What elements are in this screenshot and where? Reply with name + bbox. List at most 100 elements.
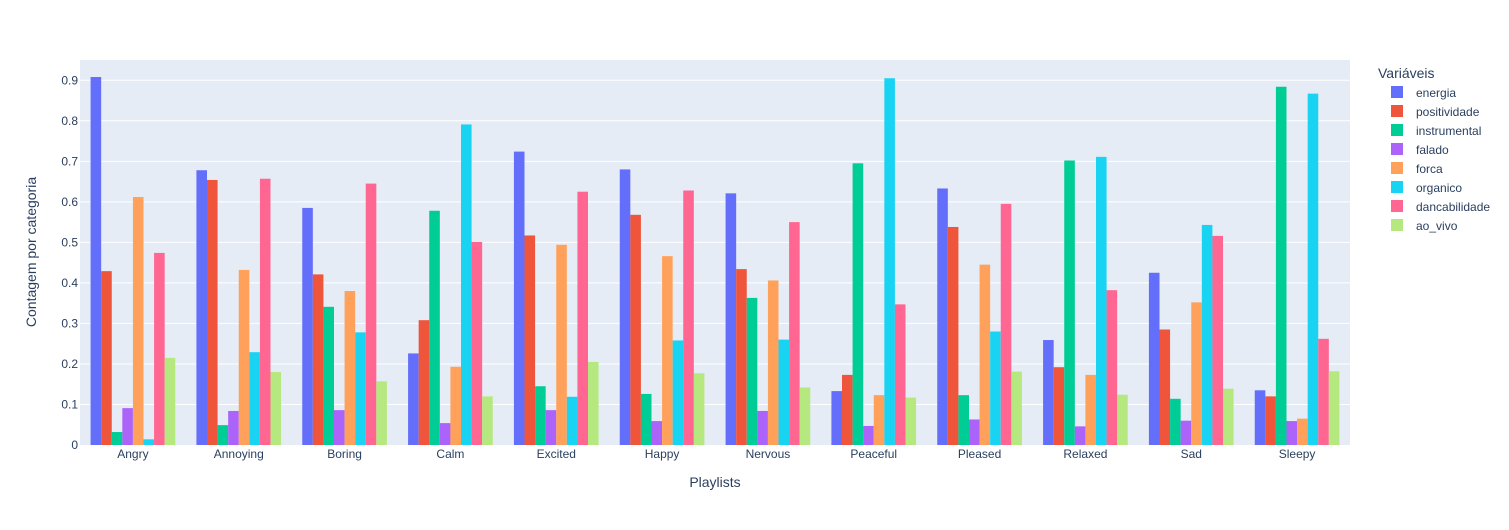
bar-positividade-boring xyxy=(312,274,324,445)
bar-falado-sleepy xyxy=(1286,421,1298,445)
bar-organico-calm xyxy=(461,124,472,446)
legend-item-positividade[interactable]: positividade xyxy=(1391,105,1480,119)
bar-ao_vivo-nervous xyxy=(799,387,811,445)
bar-forca-annoying xyxy=(238,269,250,445)
legend-item-organico[interactable]: organico xyxy=(1391,181,1462,195)
bar-energia-peaceful xyxy=(831,391,842,445)
bar-instrumental-excited xyxy=(535,386,546,445)
bar-instrumental-sad xyxy=(1170,398,1181,445)
bar-instrumental-pleased xyxy=(958,395,969,445)
bar-forca-nervous xyxy=(767,280,779,445)
y-tick-label: 0.5 xyxy=(61,235,78,249)
legend-swatch xyxy=(1391,200,1403,212)
y-tick-label: 0.6 xyxy=(61,195,78,209)
bar-instrumental-angry xyxy=(111,432,123,445)
bar-energia-nervous xyxy=(725,193,737,445)
y-tick-label: 0.7 xyxy=(61,154,78,168)
bar-dancabilidade-relaxed xyxy=(1106,290,1118,445)
legend-swatch xyxy=(1391,143,1403,155)
bar-organico-sad xyxy=(1201,224,1213,445)
legend-swatch xyxy=(1391,181,1403,193)
bar-energia-pleased xyxy=(937,188,948,445)
legend-item-falado[interactable]: falado xyxy=(1391,143,1449,157)
bar-energia-happy xyxy=(619,169,631,445)
bar-organico-boring xyxy=(355,332,366,445)
y-tick-label: 0.4 xyxy=(61,276,78,290)
bar-instrumental-sleepy xyxy=(1275,86,1287,445)
legend-swatch xyxy=(1391,124,1403,136)
x-tick-label: Calm xyxy=(436,447,464,461)
legend-items: energia positividade instrumental falado for… xyxy=(1391,86,1490,233)
bar-falado-peaceful xyxy=(863,425,874,445)
y-tick-label: 0.8 xyxy=(61,114,78,128)
legend-label: organico xyxy=(1416,181,1462,195)
bar-dancabilidade-nervous xyxy=(789,222,800,445)
bar-organico-relaxed xyxy=(1096,156,1107,445)
bar-ao_vivo-excited xyxy=(588,361,599,445)
bar-falado-excited xyxy=(545,410,557,445)
legend-item-ao_vivo[interactable]: ao_vivo xyxy=(1391,219,1458,233)
bar-dancabilidade-peaceful xyxy=(894,304,906,445)
plot-background xyxy=(80,60,1350,445)
legend-item-forca[interactable]: forca xyxy=(1391,162,1443,176)
legend-label: ao_vivo xyxy=(1416,219,1458,233)
bar-forca-boring xyxy=(344,291,356,445)
legend-item-energia[interactable]: energia xyxy=(1391,86,1456,100)
x-axis-ticks: Angry Annoying Boring Calm Excited Happy Nervo… xyxy=(117,447,1315,461)
bar-falado-boring xyxy=(334,410,345,445)
x-tick-label: Nervous xyxy=(746,447,791,461)
bar-forca-sad xyxy=(1191,302,1202,445)
legend-label: energia xyxy=(1416,86,1456,100)
x-tick-label: Annoying xyxy=(214,447,264,461)
bar-organico-annoying xyxy=(249,352,260,445)
x-tick-label: Peaceful xyxy=(850,447,897,461)
y-tick-label: 0 xyxy=(71,438,78,452)
legend-swatch xyxy=(1391,86,1403,98)
bar-dancabilidade-boring xyxy=(365,183,377,445)
bar-organico-pleased xyxy=(990,331,1001,445)
bar-ao_vivo-pleased xyxy=(1011,371,1022,445)
legend-item-dancabilidade[interactable]: dancabilidade xyxy=(1391,200,1490,214)
bar-positividade-relaxed xyxy=(1053,367,1065,445)
bar-energia-annoying xyxy=(196,170,207,446)
x-tick-label: Relaxed xyxy=(1063,447,1107,461)
bar-forca-calm xyxy=(450,366,461,445)
bar-ao_vivo-annoying xyxy=(270,372,282,445)
bar-organico-nervous xyxy=(778,339,790,445)
legend-item-instrumental[interactable]: instrumental xyxy=(1391,124,1481,138)
bars xyxy=(90,77,1340,446)
y-tick-label: 0.2 xyxy=(61,357,78,371)
bar-forca-happy xyxy=(662,256,673,445)
y-axis-ticks: 0 0.1 0.2 0.3 0.4 0.5 0.6 0.7 0.8 0.9 xyxy=(61,73,78,452)
bar-ao_vivo-peaceful xyxy=(905,397,917,445)
x-tick-label: Sleepy xyxy=(1279,447,1316,461)
bar-positividade-pleased xyxy=(947,226,959,445)
x-tick-label: Boring xyxy=(327,447,362,461)
bar-organico-angry xyxy=(143,439,155,445)
x-axis-title: Playlists xyxy=(689,474,740,490)
bar-energia-excited xyxy=(513,151,525,445)
legend-label: positividade xyxy=(1416,105,1480,119)
bar-falado-relaxed xyxy=(1074,426,1086,445)
bar-positividade-nervous xyxy=(736,269,747,445)
bar-organico-peaceful xyxy=(884,78,895,445)
bar-falado-pleased xyxy=(969,419,980,445)
bar-instrumental-happy xyxy=(640,393,652,445)
y-axis-title: Contagem por categoria xyxy=(23,177,39,327)
bar-forca-angry xyxy=(132,196,144,445)
bar-instrumental-calm xyxy=(429,210,440,445)
bar-organico-sleepy xyxy=(1307,93,1319,445)
legend-title: Variáveis xyxy=(1378,65,1435,81)
bar-positividade-sad xyxy=(1159,329,1171,445)
bar-instrumental-nervous xyxy=(746,297,758,445)
bar-positividade-sleepy xyxy=(1265,396,1276,445)
bar-instrumental-relaxed xyxy=(1064,160,1075,446)
bar-instrumental-boring xyxy=(323,306,334,445)
bar-energia-angry xyxy=(90,77,102,445)
bar-positividade-peaceful xyxy=(842,374,853,445)
bar-forca-peaceful xyxy=(873,395,885,445)
bar-dancabilidade-sleepy xyxy=(1318,338,1329,445)
x-tick-label: Sad xyxy=(1181,447,1202,461)
